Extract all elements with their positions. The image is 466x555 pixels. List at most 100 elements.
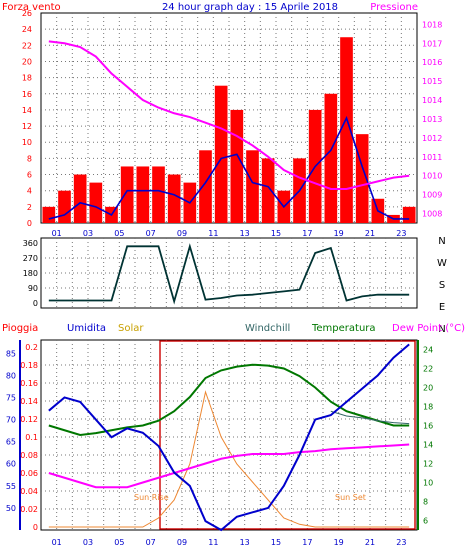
- wind-tick-label: 18: [22, 74, 32, 83]
- temperature-tick-label: 20: [423, 384, 433, 393]
- wind-tick-label: 8: [27, 154, 32, 163]
- wind-tick-label: 20: [22, 57, 32, 66]
- wind-x-tick-label: 15: [271, 229, 281, 238]
- humidity-tick-label: 75: [6, 393, 16, 402]
- wind-gust-bar: [167, 174, 181, 223]
- pioggia-y-axis: 50 55 60 65 70 75 80 85: [6, 349, 16, 513]
- weather-x-tick-label: 17: [302, 538, 312, 547]
- dewpoint-line: [48, 443, 410, 489]
- wind-axis-title: Forza vento: [2, 2, 61, 13]
- wind-gust-bar: [42, 206, 56, 223]
- temperature-tick-label: 10: [423, 479, 433, 488]
- wind-x-tick-label: 21: [365, 229, 375, 238]
- weather-x-tick-label: 11: [208, 538, 218, 547]
- pressure-tick-label: 1011: [422, 153, 442, 162]
- wind-tick-label: 14: [22, 106, 32, 115]
- wind-tick-label: 12: [22, 122, 32, 131]
- wind-x-axis: 01 03 05 07 09 11 13 15 17 19 21 23: [52, 229, 407, 238]
- pioggia-tick-label: 0.04: [20, 487, 38, 496]
- temperature-tick-label: 18: [423, 403, 433, 412]
- wind-gust-bar: [199, 150, 212, 223]
- pressure-y-axis: 1008 1009 1010 1011 1012 1013 1014 1015 1016 1017…: [422, 20, 442, 218]
- temperature-tick-label: 12: [423, 460, 433, 469]
- weather-x-tick-label: 09: [177, 538, 187, 547]
- humidity-tick-label: 80: [6, 371, 16, 380]
- direction-tick-label: 270: [23, 254, 38, 263]
- direction-tick-label: 90: [28, 284, 38, 293]
- wind-gust-bar: [73, 174, 87, 223]
- humidity-tick-label: 70: [6, 416, 16, 425]
- wind-gust-bar: [324, 93, 338, 224]
- temperature-y-axis: 6 8 10 12 14 16 18 20 22 24: [423, 346, 433, 526]
- humidity-tick-label: 50: [6, 504, 16, 513]
- wind-tick-label: 26: [22, 9, 32, 18]
- wind-gust-bar: [230, 109, 244, 223]
- weather-x-tick-label: 13: [240, 538, 250, 547]
- pressure-axis-title: Pressione: [370, 2, 418, 13]
- direction-tick-label: 0: [33, 299, 38, 308]
- legend-dewpoint: Dew Point (°C): [392, 323, 465, 334]
- temperature-tick-label: 24: [423, 346, 433, 355]
- humidity-y-axis: 0 0.02 0.04 0.06 0.08 0.1 0.12 0.14 0.16 0.18 0.2: [20, 343, 38, 532]
- sunrise-label: Sun Rise: [134, 493, 169, 502]
- compass-label: S: [439, 280, 445, 291]
- wind-gust-bar: [402, 206, 416, 223]
- weather-x-tick-label: 23: [396, 538, 406, 547]
- sunset-label: Sun Set: [335, 493, 366, 502]
- temperature-tick-label: 14: [423, 441, 433, 450]
- compass-label: N: [438, 236, 445, 247]
- compass-label: E: [439, 302, 445, 313]
- direction-tick-label: 180: [23, 269, 38, 278]
- pressure-tick-label: 1014: [422, 96, 442, 105]
- wind-x-tick-label: 05: [114, 229, 124, 238]
- wind-gust-bar: [246, 150, 259, 223]
- wind-gust-bar: [136, 166, 150, 223]
- wind-tick-label: 4: [27, 187, 32, 196]
- weather-x-tick-label: 01: [52, 538, 62, 547]
- pioggia-tick-label: 0.02: [20, 505, 38, 514]
- temperature-tick-label: 16: [423, 422, 433, 431]
- pressure-tick-label: 1015: [422, 77, 442, 86]
- pressure-tick-label: 1009: [422, 191, 442, 200]
- pressure-tick-label: 1010: [422, 172, 442, 181]
- humidity-line: [48, 343, 410, 532]
- wind-tick-label: 6: [27, 171, 32, 180]
- weather-x-tick-label: 03: [83, 538, 93, 547]
- wind-tick-label: 10: [22, 138, 32, 147]
- weather-panel-grid: [41, 340, 417, 530]
- wind-tick-label: 16: [22, 90, 32, 99]
- wind-direction-line: [48, 243, 410, 305]
- weather-x-tick-label: 15: [271, 538, 281, 547]
- wind-gust-bar: [120, 166, 134, 223]
- pioggia-tick-label: 0.1: [25, 433, 38, 442]
- wind-panel-grid: [41, 13, 417, 223]
- wind-tick-label: 0: [27, 219, 32, 228]
- legend-temperatura: Temperatura: [311, 323, 376, 334]
- wind-x-tick-label: 09: [177, 229, 187, 238]
- wind-gust-bar: [340, 37, 353, 223]
- temperature-tick-label: 8: [423, 498, 428, 507]
- weather-x-tick-label: 07: [146, 538, 156, 547]
- pressure-tick-label: 1018: [422, 20, 442, 29]
- legend-umidita: Umidita: [67, 323, 106, 334]
- direction-panel-grid: [41, 238, 417, 308]
- temperature-tick-label: 22: [423, 365, 433, 374]
- wind-gust-bar: [89, 182, 103, 223]
- pressure-tick-label: 1013: [422, 115, 442, 124]
- compass-label: W: [437, 258, 447, 269]
- pioggia-tick-label: 0.12: [20, 415, 38, 424]
- legend-windchill: Windchill: [245, 323, 290, 334]
- wind-x-tick-label: 13: [240, 229, 250, 238]
- solar-line: [48, 390, 410, 528]
- weather-x-axis: 01 03 05 07 09 11 13 15 17 19 21 23: [52, 538, 407, 547]
- pressure-tick-label: 1017: [422, 39, 442, 48]
- pioggia-tick-label: 0.16: [20, 379, 38, 388]
- pioggia-tick-label: 0.14: [20, 397, 38, 406]
- wind-gust-bar: [58, 190, 71, 223]
- chart-title: 24 hour graph day : 15 Aprile 2018: [162, 2, 338, 13]
- temperature-line: [48, 363, 410, 437]
- humidity-tick-label: 85: [6, 349, 16, 358]
- pioggia-tick-label: 0.18: [20, 361, 38, 370]
